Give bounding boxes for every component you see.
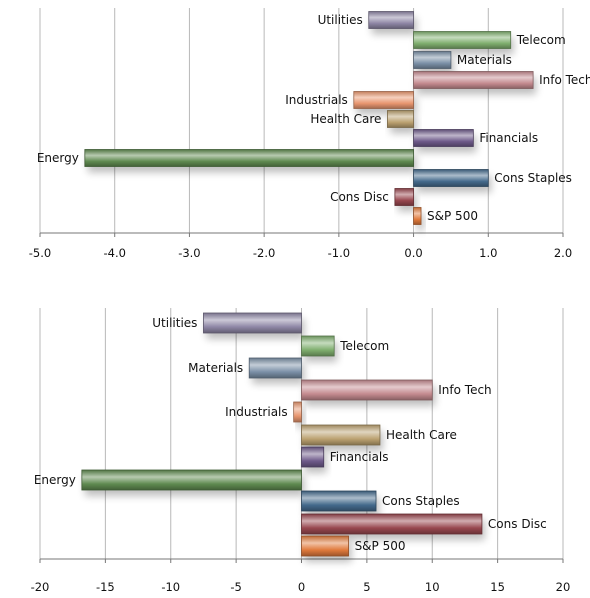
bar-cons-disc bbox=[394, 188, 414, 206]
bar-label-cons-staples: Cons Staples bbox=[382, 494, 460, 508]
bar-utilities bbox=[368, 11, 414, 29]
x-tick-label: -20 bbox=[31, 580, 50, 594]
bar-label-industrials: Industrials bbox=[225, 405, 288, 419]
bar-label-sandp-500: S&P 500 bbox=[427, 209, 478, 223]
x-tick-label: 0 bbox=[298, 580, 305, 594]
x-tick-label: -3.0 bbox=[178, 246, 200, 260]
bar-label-health-care: Health Care bbox=[386, 428, 457, 442]
bar-label-health-care: Health Care bbox=[310, 112, 381, 126]
chart-2: -20 -15 -10 -5 0 5 10 15 20 Utilities Telecom Mater… bbox=[31, 308, 571, 594]
bar-sandp-500 bbox=[301, 535, 349, 557]
chart-1: -5.0 -4.0 -3.0 -2.0 -1.0 0.0 1.0 2.0 Utilities Te… bbox=[29, 8, 590, 260]
bar-cons-staples bbox=[301, 490, 377, 512]
bar-materials bbox=[413, 51, 452, 69]
bar-telecom bbox=[301, 335, 335, 357]
x-tick-label: -15 bbox=[96, 580, 115, 594]
bar-label-energy: Energy bbox=[34, 473, 76, 487]
bar-label-cons-staples: Cons Staples bbox=[494, 171, 572, 185]
bar-label-materials: Materials bbox=[188, 361, 243, 375]
bar-health-care bbox=[387, 110, 414, 128]
bar-sandp-500 bbox=[413, 207, 422, 225]
bar-cons-staples bbox=[413, 169, 489, 187]
bar-energy bbox=[84, 149, 414, 167]
bar-label-telecom: Telecom bbox=[339, 339, 389, 353]
bar-materials bbox=[248, 357, 302, 379]
bar-label-cons-disc: Cons Disc bbox=[488, 517, 547, 531]
bar-energy bbox=[81, 469, 302, 491]
bar-label-financials: Financials bbox=[479, 131, 538, 145]
x-tick-label: 20 bbox=[556, 580, 571, 594]
bar-label-info-tech: Info Tech bbox=[438, 383, 491, 397]
x-tick-label: -4.0 bbox=[103, 246, 125, 260]
bar-label-industrials: Industrials bbox=[285, 93, 348, 107]
bar-label-utilities: Utilities bbox=[152, 316, 197, 330]
bar-label-utilities: Utilities bbox=[318, 13, 363, 27]
bar-label-info-tech: Info Tech bbox=[539, 73, 590, 87]
x-tick-label: -5.0 bbox=[29, 246, 51, 260]
bar-financials bbox=[413, 129, 474, 147]
bar-health-care bbox=[301, 424, 381, 446]
x-tick-label: -10 bbox=[161, 580, 180, 594]
x-tick-label: 10 bbox=[425, 580, 440, 594]
x-tick-label: 1.0 bbox=[479, 246, 497, 260]
bar-label-energy: Energy bbox=[37, 151, 79, 165]
bar-industrials bbox=[353, 91, 414, 109]
bar-info-tech bbox=[413, 71, 534, 89]
bar-label-sandp-500: S&P 500 bbox=[355, 539, 406, 553]
x-tick-label: -5 bbox=[230, 580, 241, 594]
bar-cons-disc bbox=[301, 513, 483, 535]
x-tick-label: -2.0 bbox=[253, 246, 275, 260]
x-tick-label: 0.0 bbox=[404, 246, 422, 260]
bar-info-tech bbox=[301, 379, 433, 401]
bar-utilities bbox=[203, 312, 302, 334]
bar-financials bbox=[301, 446, 325, 468]
bar-label-materials: Materials bbox=[457, 53, 512, 67]
bar-industrials bbox=[293, 401, 302, 423]
bar-label-telecom: Telecom bbox=[516, 33, 566, 47]
bar-label-cons-disc: Cons Disc bbox=[330, 190, 389, 204]
x-tick-label: -1.0 bbox=[328, 246, 350, 260]
x-tick-label: 2.0 bbox=[554, 246, 572, 260]
x-tick-label: 15 bbox=[490, 580, 505, 594]
bar-label-financials: Financials bbox=[330, 450, 389, 464]
x-tick-label: 5 bbox=[363, 580, 370, 594]
bar-telecom bbox=[413, 31, 512, 49]
